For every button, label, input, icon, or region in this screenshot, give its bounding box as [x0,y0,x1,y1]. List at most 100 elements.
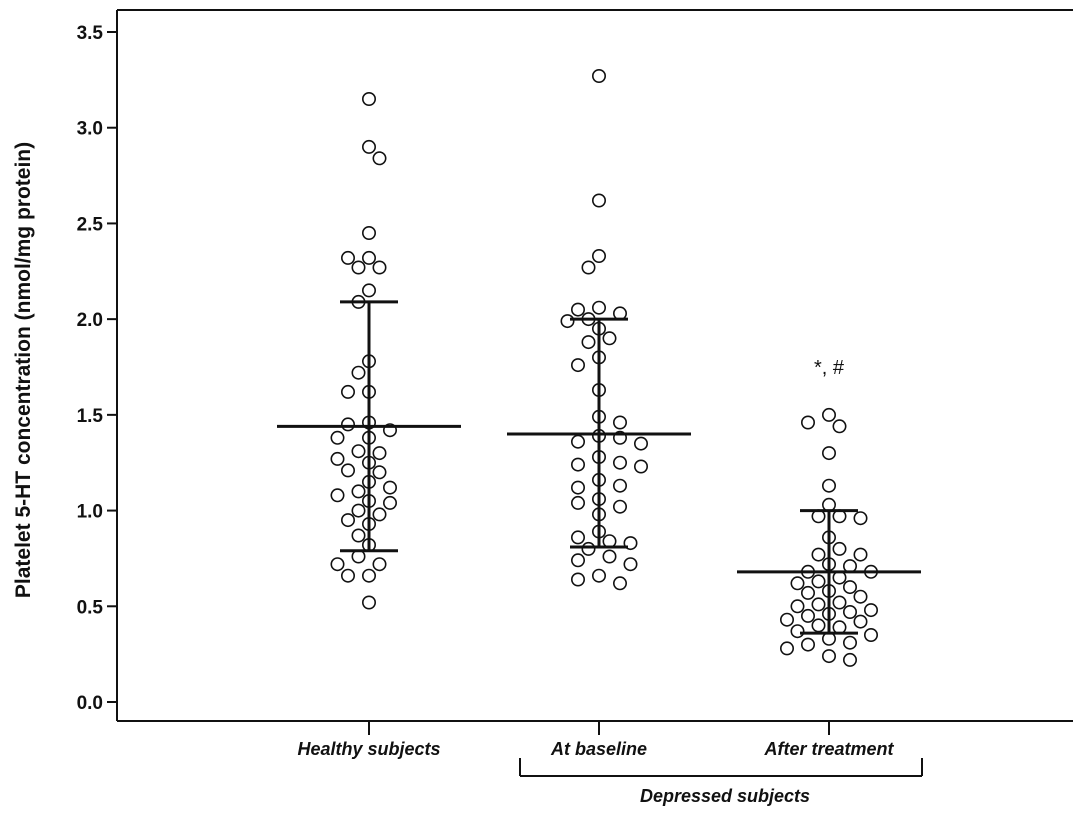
data-point [821,446,836,461]
data-point [800,415,815,430]
data-point [800,585,815,600]
data-point [790,576,805,591]
data-point [811,574,826,589]
data-point [612,576,627,591]
data-point [591,249,606,264]
significance-annotation: *, # [814,357,845,379]
data-point [811,618,826,633]
data-point [811,597,826,612]
data-point [570,553,585,568]
points-layer [330,69,878,667]
data-point [382,495,397,510]
data-point [351,503,366,518]
data-point [591,69,606,84]
data-point [361,568,376,583]
data-point [832,595,847,610]
data-point [570,480,585,495]
data-point [821,478,836,493]
stats-after-treatment [737,509,921,635]
data-point [330,451,345,466]
data-point [623,557,638,572]
y-tick-label: 2.0 [77,310,103,331]
data-point [633,459,648,474]
data-point [842,635,857,650]
data-point [602,549,617,564]
data-point [612,499,627,514]
data-point [853,511,868,526]
point-group-after-treatment [779,407,878,667]
data-point [330,488,345,503]
y-tick-label: 3.0 [77,119,103,140]
x-tick-label: After treatment [763,739,894,759]
data-point [832,541,847,556]
data-point [361,139,376,154]
data-point [351,444,366,459]
data-point [340,384,355,399]
data-point [351,365,366,380]
data-point [372,465,387,480]
data-point [612,455,627,470]
y-tick-label: 0.5 [77,597,104,618]
data-point [570,434,585,449]
data-point [570,302,585,317]
data-point [330,557,345,572]
data-point [340,513,355,528]
data-point [372,446,387,461]
data-point [372,557,387,572]
bracket-label: Depressed subjects [640,786,810,806]
axes-layer: 0.0 0.5 1.0 1.5 2.0 2.5 3.0 3.5 Healthy subjects… [77,9,1073,777]
data-point [340,250,355,265]
data-point [612,478,627,493]
labels-layer: Platelet 5-HT concentration (nmol/mg pro… [12,142,845,806]
x-tick-label: At baseline [550,739,647,759]
data-point [570,358,585,373]
data-point [372,507,387,522]
data-point [361,283,376,298]
data-point [581,335,596,350]
data-point [361,226,376,241]
stats-healthy-subjects [277,300,461,553]
data-point [811,547,826,562]
x-tick-label: Healthy subjects [297,739,440,759]
point-group-at-baseline [560,69,648,591]
point-group-healthy-subjects [330,92,397,610]
y-axis-label: Platelet 5-HT concentration (nmol/mg pro… [12,142,35,598]
data-point [570,495,585,510]
data-point [863,627,878,642]
y-tick-label: 0.0 [77,693,103,714]
data-point [853,547,868,562]
data-point [790,624,805,639]
data-point [372,260,387,275]
y-tick-label: 1.5 [77,406,104,427]
data-point [330,430,345,445]
data-point [842,652,857,667]
data-point [633,436,648,451]
y-tick-label: 2.5 [77,214,104,235]
data-point [581,541,596,556]
data-point [832,419,847,434]
data-point [581,260,596,275]
data-point [351,260,366,275]
data-point [570,572,585,587]
data-point [351,484,366,499]
data-point [863,603,878,618]
data-point [790,599,805,614]
data-point [340,417,355,432]
data-point [591,568,606,583]
data-point [591,193,606,208]
data-point [602,331,617,346]
data-point [853,614,868,629]
data-point [779,641,794,656]
data-point [842,580,857,595]
data-point [340,568,355,583]
data-point [842,604,857,619]
stats-layer [277,300,921,635]
stats-at-baseline [507,317,691,549]
data-point [800,637,815,652]
data-point [340,463,355,478]
data-point [361,92,376,107]
data-point [570,530,585,545]
data-point [821,407,836,422]
